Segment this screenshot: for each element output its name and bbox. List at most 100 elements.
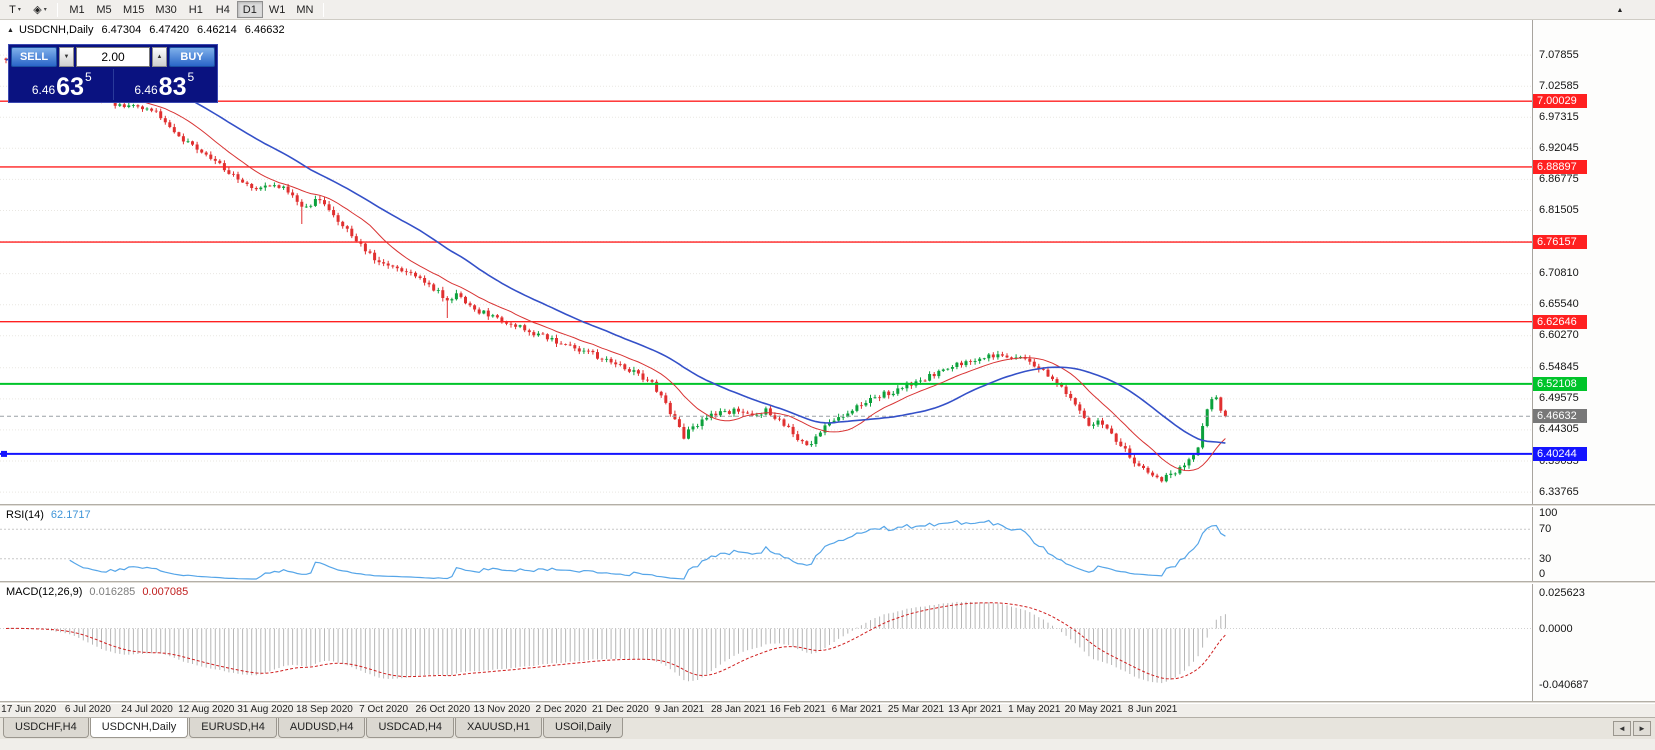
rsi-value: 62.1717 [50, 509, 91, 521]
macd-axis-label: -0.040687 [1539, 678, 1589, 691]
sell-price-display[interactable]: 6.46 63 5 [11, 69, 113, 100]
grid-lines [0, 54, 1532, 493]
price-level-tag: 6.88897 [1533, 159, 1587, 174]
horizontal-level-lines [0, 100, 1532, 455]
ohlc-open: 6.47304 [101, 24, 142, 36]
chart-tab-usdcnh[interactable]: USDCNH,Daily [89, 718, 189, 738]
lot-increase-button[interactable]: ▲ [152, 47, 167, 67]
price-axis[interactable]: 7.07855 7.02585 6.97315 6.92045 6.86775 6.815… [1532, 20, 1655, 504]
macd-indicator-label: MACD(12,26,9) 0.016285 0.007085 [6, 586, 188, 598]
date-label: 16 Feb 2021 [769, 704, 826, 715]
chart-tabs: USDCHF,H4 USDCNH,Daily EURUSD,H4 AUDUSD,H4 U… [3, 718, 624, 738]
price-level-tag: 6.52108 [1533, 376, 1587, 391]
rsi-name: RSI(14) [6, 509, 44, 521]
drawing-tool-button[interactable]: ◈ ▾ [28, 1, 52, 18]
chart-tab-usoil[interactable]: USOil,Daily [543, 718, 624, 738]
price-axis-label: 6.60270 [1539, 329, 1579, 342]
timeframe-button-m5[interactable]: M5 [91, 1, 117, 18]
price-axis-label: 6.92045 [1539, 141, 1579, 154]
price-axis-label: 6.81505 [1539, 204, 1579, 216]
macd-histogram [10, 601, 1226, 684]
macd-chart[interactable] [0, 584, 1532, 701]
date-label: 6 Jul 2020 [64, 704, 111, 715]
chart-tab-usdcad[interactable]: USDCAD,H4 [366, 718, 455, 738]
toolbar-separator [57, 2, 58, 17]
panel-splitter[interactable] [0, 701, 1655, 704]
sell-button[interactable]: SELL [11, 47, 57, 67]
macd-axis-label: 0.0000 [1539, 622, 1573, 635]
chart-marker-icon: ▲ [7, 26, 14, 34]
price-axis-label: 6.54845 [1539, 361, 1579, 374]
date-label: 9 Jan 2021 [654, 704, 705, 715]
chart-toolbar: T ▾ ◈ ▾ M1 M5 M15 M30 H1 H4 D1 W1 MN ▲ [0, 0, 1655, 20]
timeframe-button-h1[interactable]: H1 [183, 1, 209, 18]
rsi-axis-label: 30 [1539, 552, 1552, 565]
date-label: 1 May 2021 [1008, 704, 1061, 715]
macd-axis-label: 0.025623 [1539, 587, 1585, 600]
timeframe-button-h4[interactable]: H4 [210, 1, 236, 18]
timeframe-button-m30[interactable]: M30 [150, 1, 181, 18]
one-click-trading-panel: SELL ▼ ▲ BUY 6.46 63 5 6.46 83 5 [8, 44, 218, 103]
time-axis[interactable]: 17 Jun 2020 6 Jul 2020 24 Jul 2020 12 Aug 2… [0, 703, 1655, 717]
toolbar-overflow-button[interactable]: ▲ [1610, 3, 1630, 17]
buy-price-display[interactable]: 6.46 83 5 [114, 69, 216, 100]
date-label: 24 Jul 2020 [121, 704, 173, 715]
timeframe-button-w1[interactable]: W1 [264, 1, 291, 18]
date-label: 20 May 2021 [1064, 704, 1123, 715]
price-divider [112, 69, 114, 100]
panel-splitter[interactable] [0, 581, 1655, 584]
macd-main-value: 0.016285 [89, 586, 136, 598]
macd-indicator-panel[interactable]: MACD(12,26,9) 0.016285 0.007085 [0, 584, 1532, 701]
one-click-prices: 6.46 63 5 6.46 83 5 [11, 69, 215, 100]
price-axis-label: 6.70810 [1539, 267, 1579, 280]
ohlc-high: 6.47420 [149, 24, 190, 36]
timeframe-button-m15[interactable]: M15 [118, 1, 149, 18]
lot-size-input[interactable] [76, 47, 150, 67]
rsi-level-lines [0, 528, 1532, 560]
timeframe-button-m1[interactable]: M1 [64, 1, 90, 18]
buy-price-sup: 5 [187, 70, 195, 84]
lot-decrease-button[interactable]: ▼ [59, 47, 74, 67]
price-axis-label: 6.97315 [1539, 110, 1579, 123]
candlestick-chart[interactable] [0, 20, 1532, 504]
sell-price-base: 6.46 [31, 83, 56, 97]
macd-axis[interactable]: 0.025623 0.0000 -0.040687 [1532, 584, 1655, 701]
date-label: 26 Oct 2020 [415, 704, 471, 715]
chart-tab-audusd[interactable]: AUDUSD,H4 [277, 718, 366, 738]
rsi-chart[interactable] [0, 507, 1532, 581]
trendline-handle [1, 450, 7, 457]
date-label: 6 Mar 2021 [831, 704, 883, 715]
ohlc-close: 6.46632 [244, 24, 285, 36]
timeframe-button-mn[interactable]: MN [291, 1, 318, 18]
chart-symbol-period: USDCNH,Daily [18, 24, 94, 36]
buy-button[interactable]: BUY [169, 47, 215, 67]
price-axis-label: 6.65540 [1539, 298, 1579, 311]
date-label: 18 Sep 2020 [296, 704, 353, 715]
date-label: 8 Jun 2021 [1127, 704, 1178, 715]
panel-splitter[interactable] [0, 504, 1655, 507]
timeframe-button-group: M1 M5 M15 M30 H1 H4 D1 W1 MN [63, 1, 318, 18]
rsi-axis[interactable]: 100 70 30 0 [1532, 507, 1655, 581]
candlestick-series [4, 54, 1227, 483]
price-axis-label: 7.02585 [1539, 79, 1579, 92]
macd-signal-line [5, 602, 1226, 680]
chart-tab-eurusd[interactable]: EURUSD,H4 [189, 718, 277, 738]
one-click-controls: SELL ▼ ▲ BUY [11, 47, 215, 67]
rsi-line [69, 519, 1226, 580]
tabs-scroll-left-button[interactable]: ◄ [1613, 721, 1631, 736]
date-label: 2 Dec 2020 [535, 704, 587, 715]
tabs-scroll-right-button[interactable]: ► [1633, 721, 1651, 736]
price-chart-panel[interactable]: ▲ USDCNH,Daily 6.47304 6.47420 6.46214 6… [0, 20, 1532, 504]
ma-34-line [5, 57, 1226, 444]
rsi-indicator-panel[interactable]: RSI(14) 62.1717 [0, 507, 1532, 581]
toolbar-separator [323, 2, 325, 17]
chart-tab-xauusd[interactable]: XAUUSD,H1 [455, 718, 542, 738]
chart-tab-bar: USDCHF,H4 USDCNH,Daily EURUSD,H4 AUDUSD,H4 U… [0, 717, 1655, 739]
timeframe-button-d1[interactable]: D1 [236, 1, 263, 18]
chart-tab-usdchf[interactable]: USDCHF,H4 [3, 718, 89, 738]
text-tool-button[interactable]: T ▾ [3, 1, 27, 18]
ma-13-line [5, 58, 1226, 472]
date-label: 17 Jun 2020 [1, 704, 57, 715]
price-axis-label: 7.07855 [1539, 48, 1579, 61]
